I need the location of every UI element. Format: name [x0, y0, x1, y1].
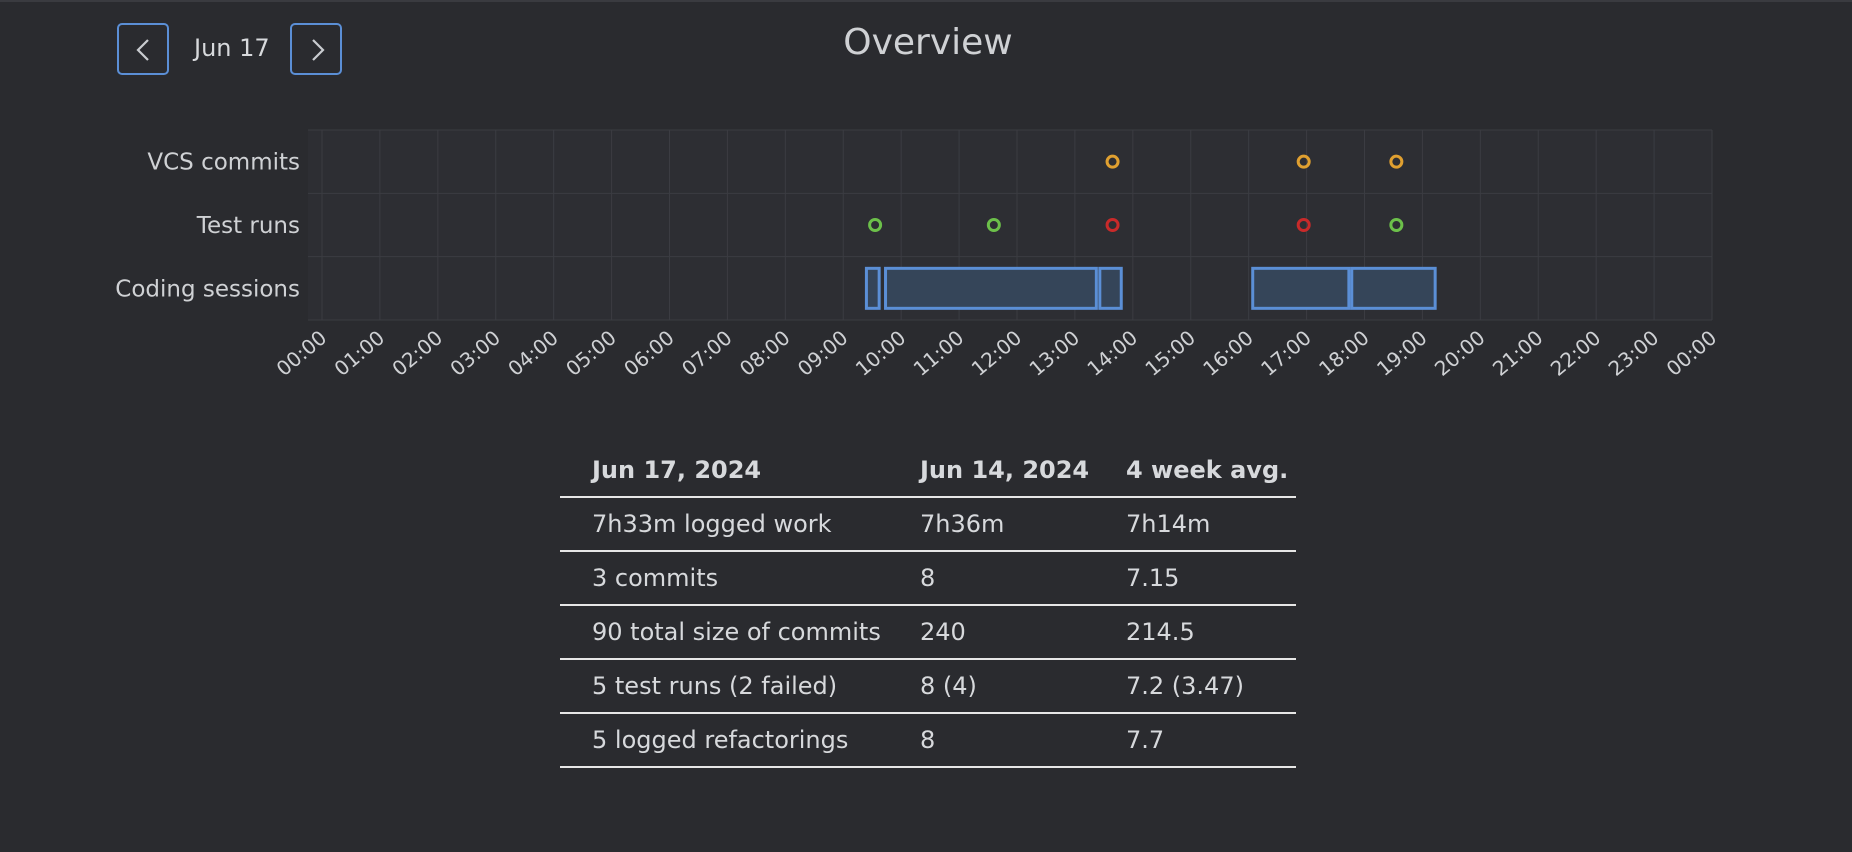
- coding-session-bar: [1350, 266, 1437, 310]
- table-cell: 240: [888, 605, 1094, 660]
- x-tick-label: 04:00: [503, 325, 563, 380]
- x-tick-label: 14:00: [1082, 325, 1142, 380]
- test-run-failed-point: [1105, 218, 1120, 232]
- table-cell: 7.15: [1094, 551, 1296, 606]
- top-border: [0, 0, 1852, 2]
- activity-timeline-chart: VCS commits Test runs Coding sessions 00:00…: [115, 129, 1722, 381]
- x-tick-label: 06:00: [619, 325, 679, 380]
- coding-session-bar: [884, 266, 1098, 310]
- page-title: Overview: [843, 22, 1013, 63]
- table-row: 3 commits 8 7.15: [560, 551, 1296, 606]
- table-cell: 90 total size of commits: [560, 605, 888, 660]
- test-run-passed-point: [986, 218, 1001, 232]
- x-tick-label: 16:00: [1198, 325, 1258, 380]
- test-run-passed-point: [1389, 218, 1404, 232]
- table-cell: 8: [888, 713, 1094, 768]
- vcs-commit-point: [1105, 154, 1120, 169]
- vcs-commit-point: [1296, 154, 1311, 169]
- table-cell: 7.7: [1094, 713, 1296, 768]
- coding-session-bar: [1251, 266, 1351, 310]
- x-tick-label: 19:00: [1372, 325, 1432, 380]
- table-cell: 7h33m logged work: [560, 497, 888, 552]
- current-date: Jun 17: [194, 34, 270, 62]
- x-tick-label: 03:00: [445, 325, 505, 380]
- row-label: Test runs: [196, 213, 300, 239]
- x-tick-label: 18:00: [1314, 325, 1374, 380]
- x-tick-label: 10:00: [851, 325, 911, 380]
- table-row: 7h33m logged work 7h36m 7h14m: [560, 497, 1296, 552]
- table-row: 5 test runs (2 failed) 8 (4) 7.2 (3.47): [560, 659, 1296, 714]
- previous-day-button[interactable]: [117, 23, 169, 75]
- table-row: 5 logged refactorings 8 7.7: [560, 713, 1296, 768]
- x-tick-label: 07:00: [677, 325, 737, 380]
- x-tick-label: 22:00: [1546, 325, 1606, 380]
- x-tick-label: 11:00: [909, 325, 969, 380]
- table-cell: 7h14m: [1094, 497, 1296, 552]
- column-header: Jun 17, 2024: [560, 444, 888, 498]
- x-tick-label: 05:00: [561, 325, 621, 380]
- x-tick-label: 23:00: [1604, 325, 1664, 380]
- table-cell: 5 logged refactorings: [560, 713, 888, 768]
- x-tick-label: 21:00: [1488, 325, 1548, 380]
- table-cell: 8 (4): [888, 659, 1094, 714]
- x-tick-label: 12:00: [967, 325, 1027, 380]
- x-tick-label: 08:00: [735, 325, 795, 380]
- table-cell: 7.2 (3.47): [1094, 659, 1296, 714]
- x-tick-label: 13:00: [1025, 325, 1085, 380]
- stats-comparison-table: Jun 17, 2024 Jun 14, 2024 4 week avg. 7h…: [560, 444, 1296, 768]
- column-header: Jun 14, 2024: [888, 444, 1094, 498]
- x-tick-label: 01:00: [330, 325, 390, 380]
- table-cell: 8: [888, 551, 1094, 606]
- table-cell: 5 test runs (2 failed): [560, 659, 888, 714]
- x-tick-label: 20:00: [1430, 325, 1490, 380]
- x-tick-label: 00:00: [1662, 325, 1722, 380]
- test-run-passed-point: [868, 218, 883, 232]
- x-tick-label: 15:00: [1140, 325, 1200, 380]
- test-run-failed-point: [1296, 218, 1311, 232]
- table-header-row: Jun 17, 2024 Jun 14, 2024 4 week avg.: [560, 444, 1296, 498]
- x-tick-label: 00:00: [272, 325, 332, 380]
- next-day-button[interactable]: [290, 23, 342, 75]
- x-tick-label: 09:00: [793, 325, 853, 380]
- coding-session-bar: [864, 266, 881, 310]
- table-cell: 7h36m: [888, 497, 1094, 552]
- table-cell: 3 commits: [560, 551, 888, 606]
- vcs-commit-point: [1389, 154, 1404, 169]
- x-tick-label: 02:00: [387, 325, 447, 380]
- table-row: 90 total size of commits 240 214.5: [560, 605, 1296, 660]
- column-header: 4 week avg.: [1094, 444, 1296, 498]
- coding-session-bar: [1098, 266, 1123, 310]
- row-label: VCS commits: [147, 150, 300, 176]
- x-tick-label: 17:00: [1256, 325, 1316, 380]
- row-label: Coding sessions: [115, 276, 300, 302]
- table-cell: 214.5: [1094, 605, 1296, 660]
